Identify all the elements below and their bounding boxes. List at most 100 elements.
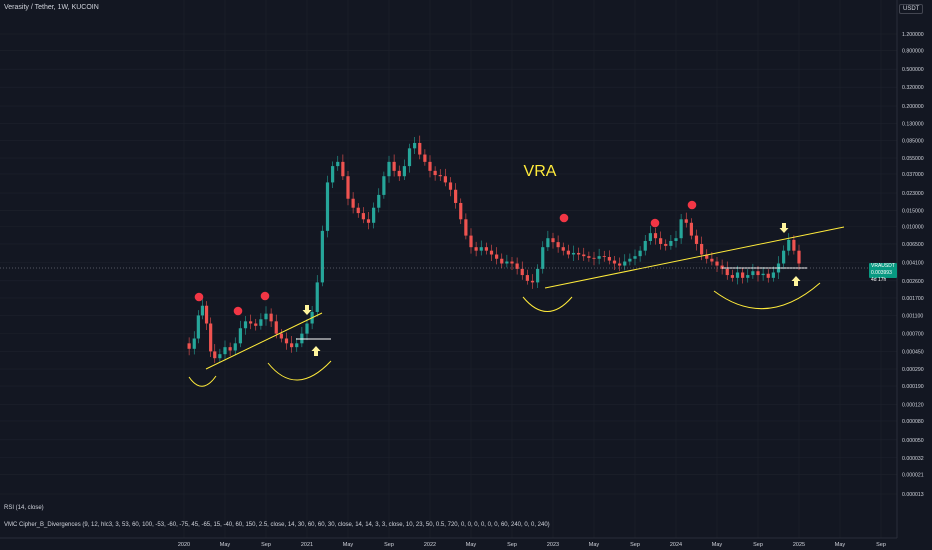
candle-body [259, 319, 263, 326]
candle-body [238, 328, 242, 344]
trendline-2020 [205, 312, 323, 370]
x-tick-label: Sep [261, 542, 271, 548]
candle-body [300, 333, 304, 344]
candle-body [315, 282, 319, 312]
cup-curve-2 [267, 360, 332, 381]
x-tick-label: 2022 [424, 542, 436, 548]
top-marker-dot [194, 292, 204, 302]
candle-body [361, 213, 365, 220]
x-tick-label: May [220, 542, 231, 548]
candle-body [602, 256, 606, 258]
candle-body [715, 261, 719, 266]
candle-body [674, 238, 678, 241]
candle-body [351, 198, 355, 208]
candle-body [341, 161, 345, 177]
candle-body [541, 247, 545, 269]
candle-body [551, 238, 555, 243]
candle-body [392, 161, 396, 171]
candle-body [530, 280, 535, 283]
candle-body [495, 254, 499, 259]
candle-body [213, 351, 217, 359]
candle-body [561, 247, 565, 251]
y-tick-label: 0.085000 [902, 139, 924, 145]
y-tick-label: 0.037000 [902, 172, 924, 178]
candle-body [689, 222, 693, 236]
x-tick-label: May [466, 542, 477, 548]
top-marker-dot [233, 306, 243, 316]
x-tick-label: 2025 [793, 542, 805, 548]
candle-body [372, 207, 376, 223]
y-tick-label: 0.023000 [902, 191, 924, 197]
chart-title: Verasity / Tether, 1W, KUCOIN [4, 4, 99, 11]
candle-body [295, 343, 299, 348]
candle-body [402, 166, 406, 177]
candle-body [566, 250, 570, 255]
x-tick-label: Sep [507, 542, 517, 548]
y-tick-label: 0.001700 [902, 296, 924, 302]
cup-curve-3 [522, 296, 573, 312]
candle-body [536, 268, 540, 283]
candle-body [346, 176, 350, 199]
y-tick-label: 0.130000 [902, 121, 924, 127]
y-axis-labels: 1.200000 0.800000 0.500000 0.320000 0.200000… [902, 32, 924, 498]
indicator-vmc-label[interactable]: VMC Cipher_B_Divergences (9, 12, hlc3, 3… [4, 522, 550, 528]
candle-body [592, 257, 596, 259]
candle-body [735, 272, 740, 278]
candle-body [756, 271, 760, 276]
x-tick-label: 2020 [178, 542, 190, 548]
top-marker-dot [650, 218, 660, 228]
candle-body [382, 176, 386, 195]
indicator-rsi-label[interactable]: RSI (14, close) [4, 505, 44, 511]
candle-body [700, 243, 704, 255]
candle-body [643, 240, 647, 251]
candle-body [356, 207, 360, 214]
candle-body [623, 261, 627, 266]
candle-body [474, 247, 478, 251]
candle-body [200, 305, 205, 316]
candle-series [187, 135, 801, 363]
x-tick-label: Sep [384, 542, 394, 548]
candle-body [500, 258, 504, 264]
arrow-up-icon [311, 346, 321, 356]
currency-button[interactable]: USDT [899, 4, 924, 14]
candle-body [438, 175, 442, 177]
candle-body [464, 219, 468, 236]
y-tick-label: 1.200000 [902, 32, 924, 38]
candle-body [279, 333, 283, 339]
y-tick-label: 0.000032 [902, 456, 924, 462]
candle-body [377, 194, 381, 208]
candle-body [766, 273, 770, 278]
chart-grid [0, 0, 897, 538]
candle-body [725, 268, 729, 276]
candle-body [336, 161, 340, 167]
y-tick-label: 0.000050 [902, 438, 924, 444]
candle-body [284, 338, 289, 344]
candle-body [192, 338, 196, 349]
y-tick-label: 0.000700 [902, 332, 924, 338]
candle-body [694, 235, 699, 244]
candle-body [546, 238, 550, 248]
candle-body [243, 321, 248, 329]
y-tick-label: 0.000190 [902, 384, 924, 390]
candle-body [443, 176, 447, 183]
y-tick-label: 0.000013 [902, 492, 924, 498]
candle-body [209, 323, 213, 352]
y-tick-label: 0.000080 [902, 419, 924, 425]
y-tick-label: 0.200000 [902, 104, 924, 110]
candle-body [659, 238, 663, 244]
y-tick-label: 0.001100 [902, 313, 923, 319]
candle-body [397, 170, 401, 177]
x-tick-label: May [712, 542, 723, 548]
candle-body [746, 275, 750, 278]
cup-curve-1 [188, 375, 217, 387]
candle-body [751, 271, 755, 276]
candle-body [305, 323, 309, 334]
candle-body [618, 263, 622, 266]
candle-body [577, 252, 581, 255]
annotations [188, 200, 845, 387]
candle-body [653, 233, 658, 239]
candle-body [720, 265, 724, 269]
candle-body [520, 268, 524, 276]
cup-curve-4 [713, 282, 821, 310]
